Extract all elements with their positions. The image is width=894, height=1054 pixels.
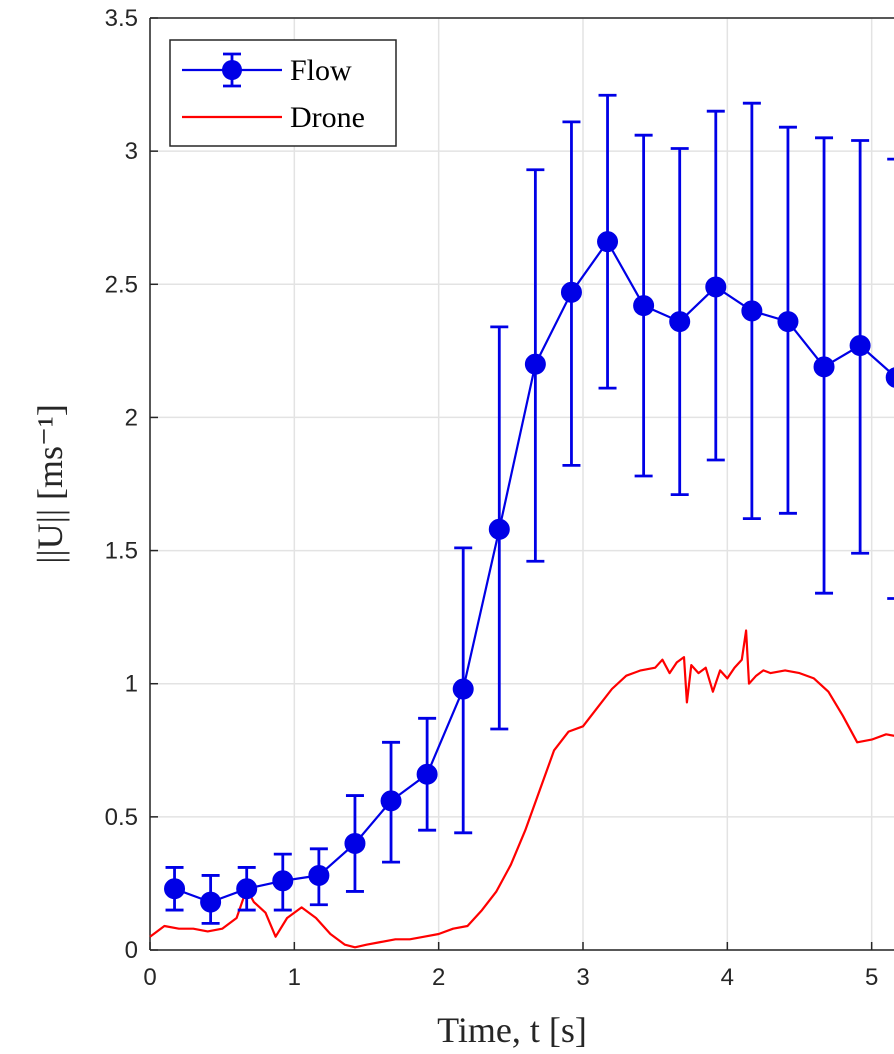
flow-point <box>200 891 222 913</box>
x-tick-label: 2 <box>432 964 445 991</box>
axes <box>149 17 894 951</box>
flow-point <box>344 832 366 854</box>
x-tick-label: 3 <box>576 964 589 991</box>
y-tick-label: 3 <box>125 138 138 165</box>
y-tick-label: 0 <box>125 937 138 964</box>
x-tick-label: 0 <box>143 964 156 991</box>
drone-series-line <box>149 629 894 949</box>
y-tick-label: 2 <box>125 404 138 431</box>
y-axis-label: ||U|| [ms⁻¹] <box>30 404 70 564</box>
flow-point <box>236 878 258 900</box>
flow-point <box>524 353 546 375</box>
flow-point <box>416 763 438 785</box>
flow-point <box>813 356 835 378</box>
flow-point <box>741 300 763 322</box>
y-tick-label: 2.5 <box>105 271 138 298</box>
legend-box <box>169 39 397 147</box>
plot-background <box>150 18 894 950</box>
data-marks <box>149 93 894 949</box>
y-tick-label: 0.5 <box>105 804 138 831</box>
flow-point <box>380 790 402 812</box>
flow-point <box>560 281 582 303</box>
flow-point <box>669 311 691 333</box>
x-axis-label: Time, t [s] <box>437 1010 587 1050</box>
tick-labels: 012345600.511.522.533.5 <box>105 5 879 991</box>
x-tick-label: 4 <box>721 964 734 991</box>
flow-point <box>164 878 186 900</box>
flow-point <box>885 367 894 388</box>
legend-flow-label: Flow <box>290 54 352 87</box>
x-tick-label: 5 <box>865 964 878 991</box>
flow-point <box>308 864 330 886</box>
y-tick-label: 1 <box>125 671 138 698</box>
y-tick-label: 3.5 <box>105 5 138 32</box>
flow-point <box>488 518 510 540</box>
x-tick-label: 1 <box>288 964 301 991</box>
flow-point <box>633 295 655 317</box>
flow-point <box>849 335 871 357</box>
flow-point <box>272 870 294 892</box>
y-tick-label: 1.5 <box>105 538 138 565</box>
legend-flow-marker <box>222 60 242 80</box>
flow-point <box>705 276 727 298</box>
flow-point <box>777 311 799 333</box>
legend: Flow Drone <box>169 39 397 147</box>
flow-point <box>452 678 474 700</box>
legend-drone-label: Drone <box>290 101 365 134</box>
flow-point <box>597 231 619 253</box>
